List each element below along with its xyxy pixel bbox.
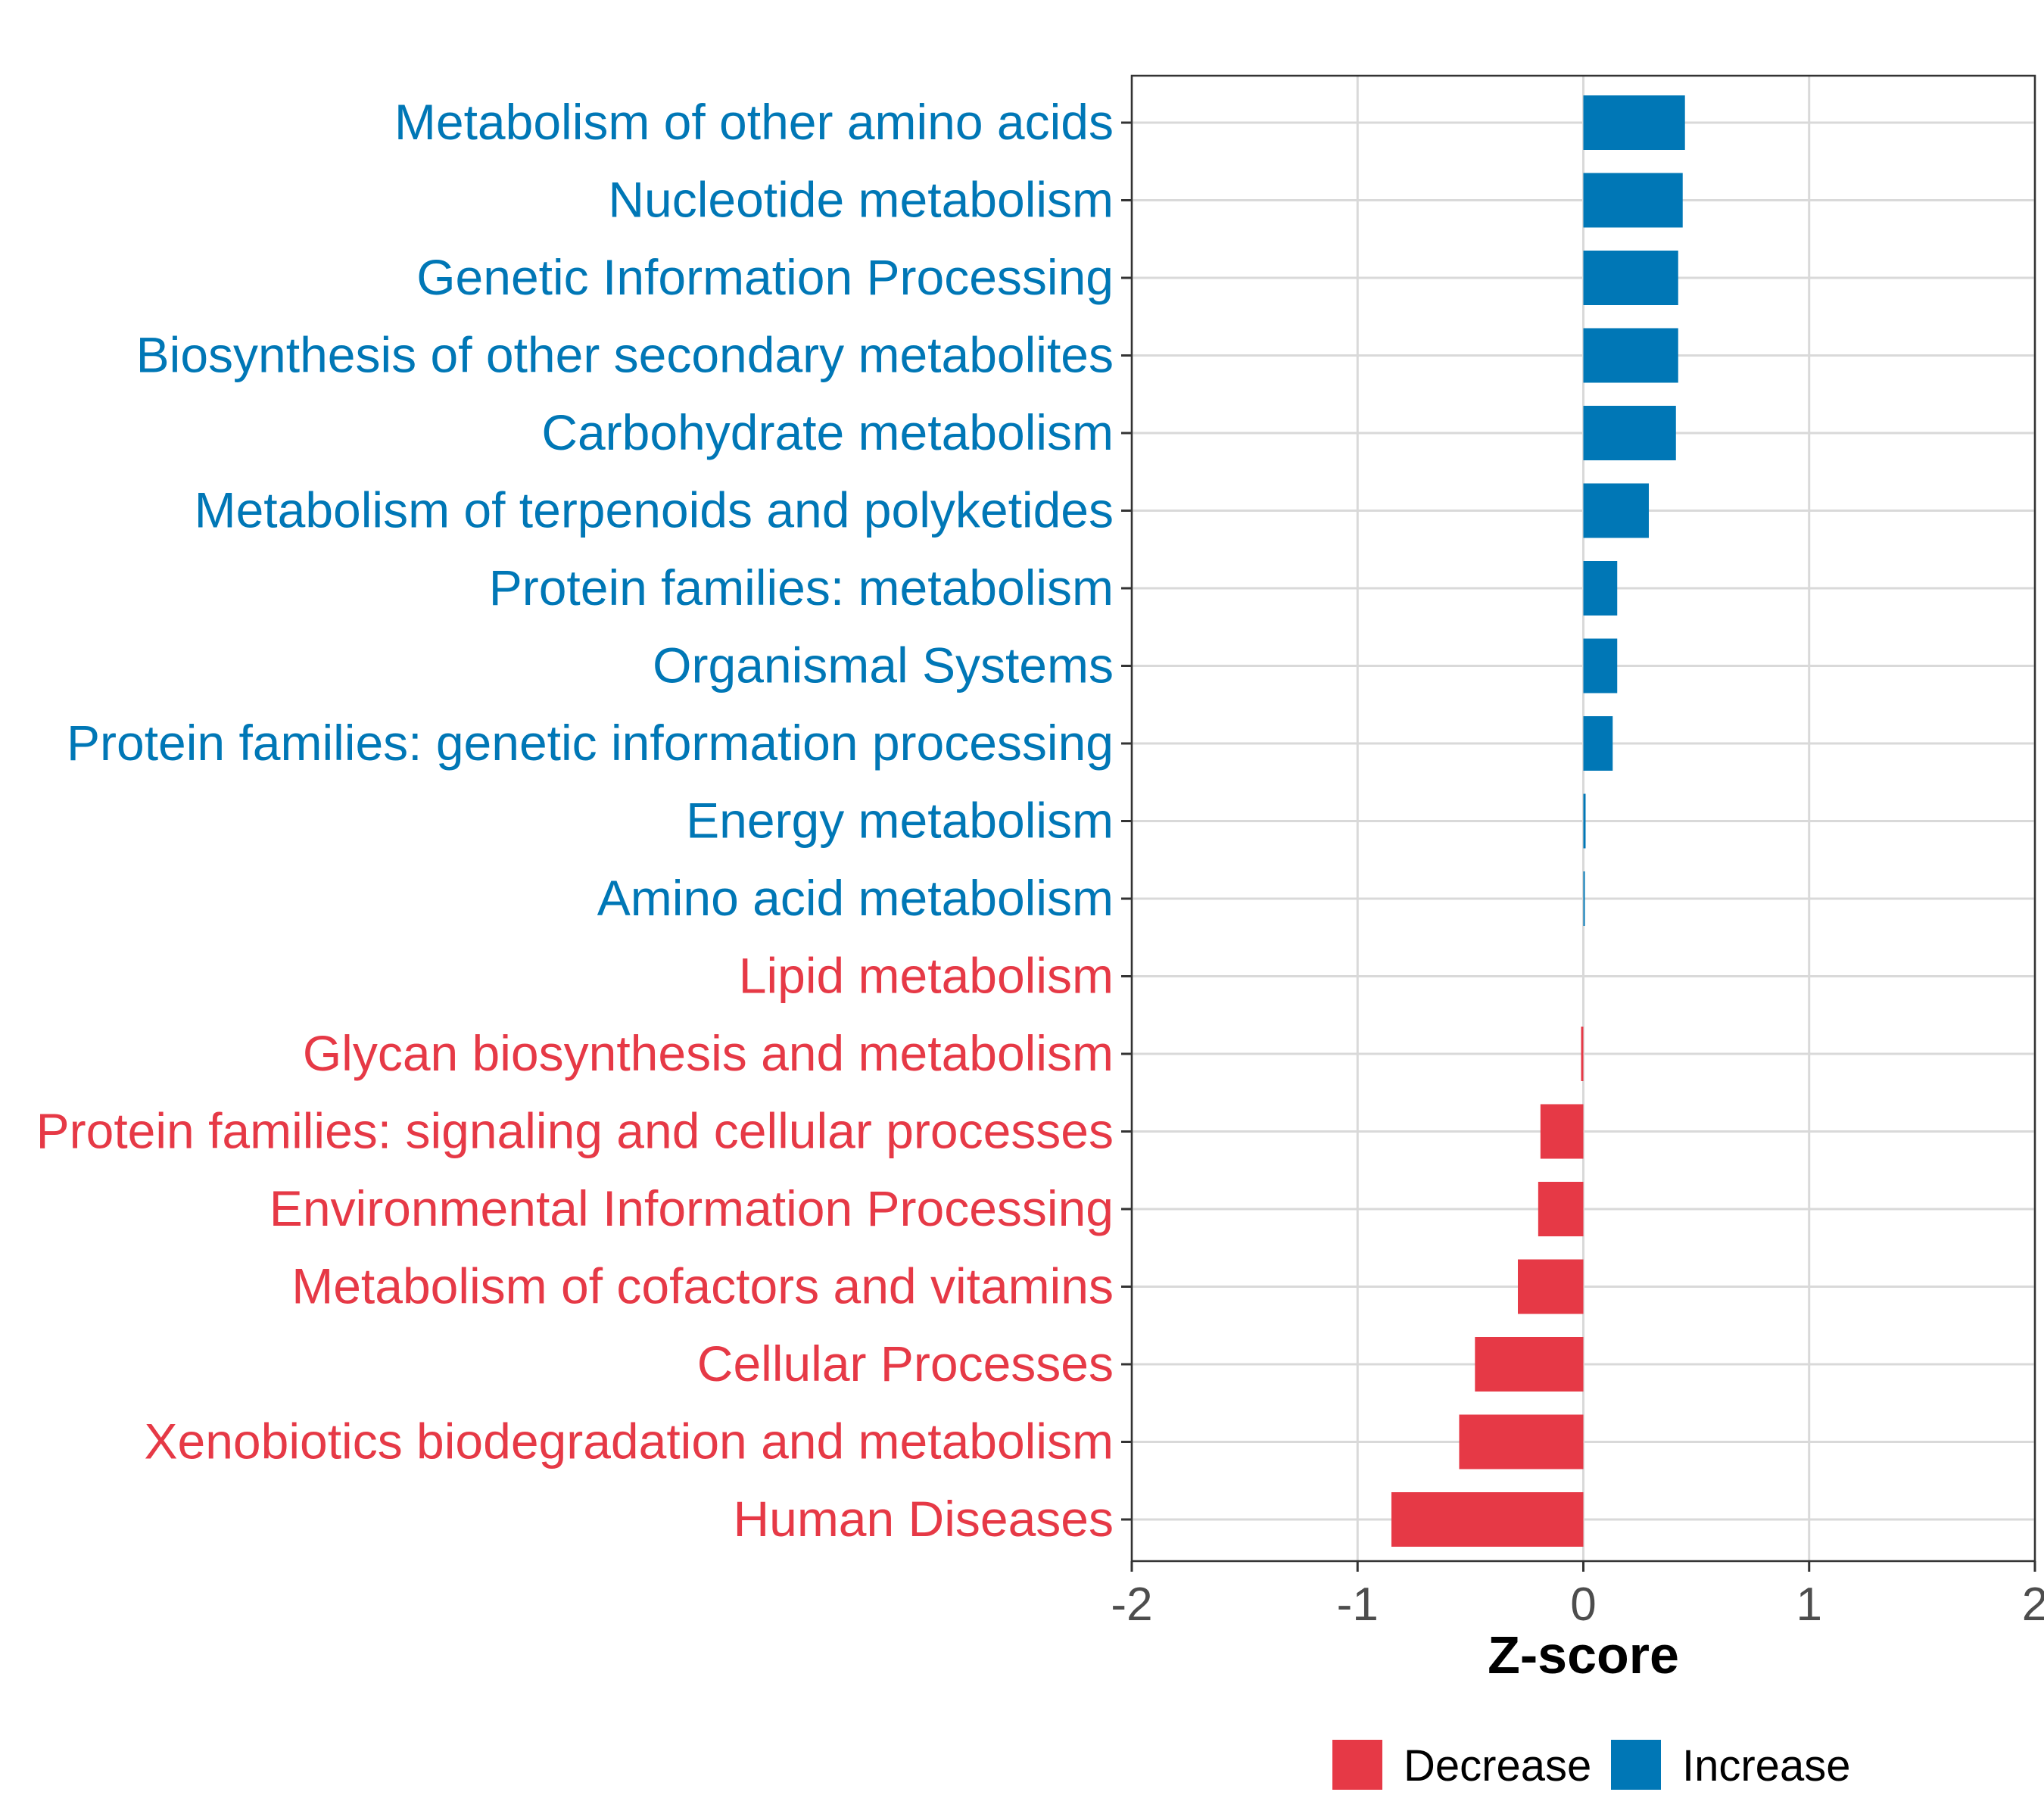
category-label: Xenobiotics biodegradation and metabolis… bbox=[145, 1413, 1114, 1469]
category-labels: Metabolism of other amino acids Nucleotid… bbox=[36, 94, 1114, 1547]
bar bbox=[1583, 251, 1678, 305]
x-tick-label: -1 bbox=[1337, 1579, 1379, 1631]
bar bbox=[1583, 561, 1618, 616]
bar bbox=[1583, 328, 1678, 383]
x-tick-labels: -2 -1 0 1 2 bbox=[1111, 1579, 2044, 1631]
bar bbox=[1581, 1027, 1584, 1081]
legend-swatch-increase bbox=[1611, 1740, 1661, 1790]
category-label: Genetic Information Processing bbox=[416, 249, 1114, 305]
bar bbox=[1459, 1414, 1584, 1469]
legend-swatch-decrease bbox=[1332, 1740, 1382, 1790]
bar bbox=[1583, 871, 1585, 926]
x-tick-label: -2 bbox=[1111, 1579, 1152, 1631]
bar bbox=[1518, 1259, 1584, 1314]
category-label: Human Diseases bbox=[733, 1491, 1114, 1547]
category-label: Cellular Processes bbox=[697, 1335, 1114, 1392]
bars bbox=[1391, 95, 1685, 1547]
category-label: Lipid metabolism bbox=[739, 948, 1114, 1004]
category-label: Metabolism of terpenoids and polyketides bbox=[195, 482, 1114, 538]
legend: Decrease Increase bbox=[1332, 1740, 1850, 1791]
bar bbox=[1538, 1182, 1584, 1236]
bar bbox=[1391, 1492, 1584, 1547]
bar bbox=[1540, 1104, 1584, 1159]
bar bbox=[1583, 483, 1649, 538]
bar bbox=[1583, 638, 1618, 693]
bar bbox=[1583, 406, 1676, 460]
category-label: Amino acid metabolism bbox=[597, 870, 1114, 926]
category-label: Environmental Information Processing bbox=[270, 1180, 1114, 1236]
axis-ticks bbox=[1121, 121, 2036, 1572]
category-label: Metabolism of other amino acids bbox=[394, 94, 1114, 150]
bar bbox=[1583, 173, 1683, 228]
category-label: Metabolism of cofactors and vitamins bbox=[291, 1258, 1114, 1314]
category-label: Energy metabolism bbox=[686, 793, 1114, 849]
category-label: Carbohydrate metabolism bbox=[541, 404, 1114, 460]
category-label: Biosynthesis of other secondary metaboli… bbox=[136, 327, 1114, 383]
category-label: Nucleotide metabolism bbox=[608, 172, 1114, 228]
bar bbox=[1583, 716, 1613, 771]
x-tick-label: 0 bbox=[1570, 1579, 1596, 1631]
category-label: Protein families: genetic information pr… bbox=[67, 715, 1114, 771]
category-label: Protein families: signaling and cellular… bbox=[36, 1103, 1114, 1159]
category-label: Glycan biosynthesis and metabolism bbox=[303, 1025, 1114, 1081]
legend-label-decrease: Decrease bbox=[1404, 1741, 1591, 1791]
bar bbox=[1583, 95, 1685, 150]
legend-label-increase: Increase bbox=[1682, 1741, 1850, 1791]
bar bbox=[1583, 793, 1586, 849]
category-label: Organismal Systems bbox=[653, 637, 1114, 693]
x-tick-label: 2 bbox=[2022, 1579, 2044, 1631]
bar bbox=[1475, 1337, 1584, 1392]
category-label: Protein families: metabolism bbox=[489, 559, 1114, 616]
x-axis-title: Z-score bbox=[1488, 1625, 1679, 1685]
x-tick-label: 1 bbox=[1796, 1579, 1822, 1631]
